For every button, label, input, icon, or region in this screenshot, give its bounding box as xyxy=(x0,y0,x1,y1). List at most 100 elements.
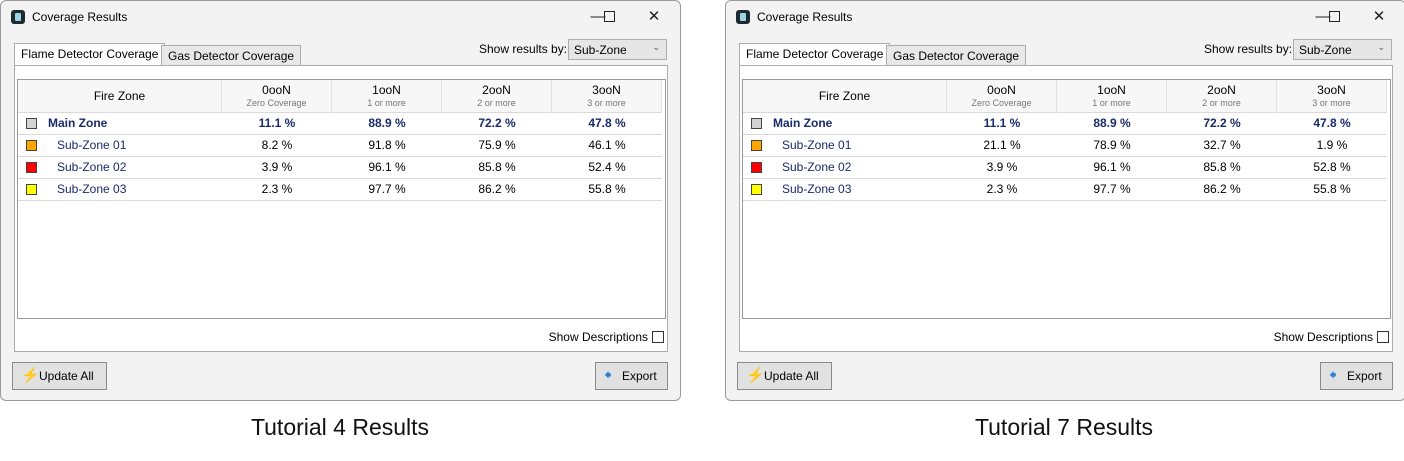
checkbox-box[interactable] xyxy=(1377,331,1389,343)
coverage-value: 47.8 % xyxy=(588,116,626,130)
lightning-icon: ⚡ xyxy=(21,367,40,384)
column-header[interactable]: 2ooN 2 or more xyxy=(1167,80,1277,113)
app-icon xyxy=(11,10,25,24)
sub-zone-row[interactable]: Sub-Zone 02 3.9 % 96.1 % 85.8 % 52.4 % xyxy=(18,157,662,179)
show-results-by-select[interactable]: Sub-Zone ⌄ xyxy=(1293,39,1392,60)
main-zone-row[interactable]: Main Zone 11.1 % 88.9 % 72.2 % 47.8 % xyxy=(18,113,662,135)
show-descriptions-checkbox[interactable]: Show Descriptions xyxy=(549,330,664,344)
coverage-value: 75.9 % xyxy=(478,138,516,152)
zone-name: Sub-Zone 02 xyxy=(782,160,852,174)
table-header: Fire Zone 0ooN Zero Coverage 1ooN 1 or m… xyxy=(18,80,662,113)
coverage-value: 52.4 % xyxy=(588,160,626,174)
sub-zone-row[interactable]: Sub-Zone 01 8.2 % 91.8 % 75.9 % 46.1 % xyxy=(18,135,662,157)
main-zone-row[interactable]: Main Zone 11.1 % 88.9 % 72.2 % 47.8 % xyxy=(743,113,1387,135)
selected-value: Sub-Zone xyxy=(574,43,627,57)
column-header[interactable]: 1ooN 1 or more xyxy=(332,80,442,113)
coverage-table: Fire Zone 0ooN Zero Coverage 1ooN 1 or m… xyxy=(17,79,666,319)
title-bar: Coverage Results — ✕ xyxy=(726,1,1404,33)
figure-caption: Tutorial 7 Results xyxy=(974,414,1154,440)
app-icon xyxy=(736,10,750,24)
update-all-button[interactable]: ⚡ Update All xyxy=(737,362,832,390)
zone-name: Sub-Zone 01 xyxy=(782,138,852,152)
coverage-value: 96.1 % xyxy=(368,160,406,174)
show-results-by-label: Show results by: xyxy=(1204,42,1293,56)
coverage-value: 88.9 % xyxy=(1093,116,1131,130)
zone-name: Sub-Zone 02 xyxy=(57,160,127,174)
export-label: Export xyxy=(1347,369,1382,383)
column-title: 0ooN xyxy=(262,83,291,97)
column-subtitle: Zero Coverage xyxy=(246,98,307,108)
coverage-value: 85.8 % xyxy=(478,160,516,174)
coverage-value: 55.8 % xyxy=(588,182,626,196)
column-subtitle: 2 or more xyxy=(1202,98,1241,108)
column-title: Fire Zone xyxy=(93,89,146,103)
show-results-by-select[interactable]: Sub-Zone ⌄ xyxy=(568,39,667,60)
sub-zone-row[interactable]: Sub-Zone 03 2.3 % 97.7 % 86.2 % 55.8 % xyxy=(18,179,662,201)
coverage-results-window: Coverage Results — ✕ Flame Detector Cove… xyxy=(725,0,1404,401)
zone-color-swatch xyxy=(26,118,37,129)
tab-flame-detector-coverage[interactable]: Flame Detector Coverage xyxy=(739,43,891,66)
column-title: 1ooN xyxy=(1097,83,1126,97)
coverage-value: 52.8 % xyxy=(1313,160,1351,174)
checkbox-box[interactable] xyxy=(652,331,664,343)
close-button[interactable]: ✕ xyxy=(1372,8,1386,25)
lightning-icon: ⚡ xyxy=(746,367,765,384)
export-button[interactable]: 🠸 Export xyxy=(595,362,668,390)
coverage-value: 21.1 % xyxy=(983,138,1021,152)
column-subtitle: Zero Coverage xyxy=(971,98,1032,108)
maximize-button[interactable] xyxy=(597,7,621,27)
zone-name: Sub-Zone 03 xyxy=(57,182,127,196)
chevron-down-icon: ⌄ xyxy=(652,42,660,52)
coverage-value: 8.2 % xyxy=(261,138,293,152)
column-title: 2ooN xyxy=(482,83,511,97)
coverage-value: 72.2 % xyxy=(478,116,516,130)
coverage-value: 55.8 % xyxy=(1313,182,1351,196)
column-subtitle: 3 or more xyxy=(1312,98,1351,108)
column-title: 2ooN xyxy=(1207,83,1236,97)
minimize-button[interactable]: — xyxy=(1315,8,1331,25)
column-title: 0ooN xyxy=(987,83,1016,97)
arrow-left-icon: 🠸 xyxy=(604,367,612,384)
coverage-value: 72.2 % xyxy=(1203,116,1241,130)
sub-zone-row[interactable]: Sub-Zone 03 2.3 % 97.7 % 86.2 % 55.8 % xyxy=(743,179,1387,201)
coverage-results-window: Coverage Results — ✕ Flame Detector Cove… xyxy=(0,0,681,401)
column-subtitle: 1 or more xyxy=(367,98,406,108)
window-title: Coverage Results xyxy=(32,10,128,24)
show-descriptions-label: Show Descriptions xyxy=(548,330,648,344)
sub-zone-row[interactable]: Sub-Zone 02 3.9 % 96.1 % 85.8 % 52.8 % xyxy=(743,157,1387,179)
zone-color-swatch xyxy=(751,184,762,195)
column-title: 3ooN xyxy=(592,83,621,97)
coverage-value: 2.3 % xyxy=(261,182,293,196)
column-header[interactable]: 0ooN Zero Coverage xyxy=(947,80,1057,113)
column-header[interactable]: 3ooN 3 or more xyxy=(1277,80,1387,113)
update-all-button[interactable]: ⚡ Update All xyxy=(12,362,107,390)
sub-zone-row[interactable]: Sub-Zone 01 21.1 % 78.9 % 32.7 % 1.9 % xyxy=(743,135,1387,157)
export-button[interactable]: 🠸 Export xyxy=(1320,362,1393,390)
tab-flame-detector-coverage[interactable]: Flame Detector Coverage xyxy=(14,43,166,66)
column-header[interactable]: 1ooN 1 or more xyxy=(1057,80,1167,113)
column-header[interactable]: 3ooN 3 or more xyxy=(552,80,662,113)
update-all-label: Update All xyxy=(39,369,94,383)
column-header[interactable]: Fire Zone xyxy=(18,80,222,113)
table-header: Fire Zone 0ooN Zero Coverage 1ooN 1 or m… xyxy=(743,80,1387,113)
tab-panel: Fire Zone 0ooN Zero Coverage 1ooN 1 or m… xyxy=(14,65,668,352)
column-header[interactable]: 2ooN 2 or more xyxy=(442,80,552,113)
zone-color-swatch xyxy=(751,118,762,129)
minimize-button[interactable]: — xyxy=(590,8,606,25)
coverage-value: 1.9 % xyxy=(1316,138,1348,152)
arrow-left-icon: 🠸 xyxy=(1329,367,1337,384)
column-title: 3ooN xyxy=(1317,83,1346,97)
show-descriptions-checkbox[interactable]: Show Descriptions xyxy=(1274,330,1389,344)
tab-gas-detector-coverage[interactable]: Gas Detector Coverage xyxy=(161,45,302,66)
maximize-button[interactable] xyxy=(1322,7,1346,27)
column-header[interactable]: 0ooN Zero Coverage xyxy=(222,80,332,113)
zone-name: Sub-Zone 03 xyxy=(782,182,852,196)
coverage-value: 86.2 % xyxy=(478,182,516,196)
column-header[interactable]: Fire Zone xyxy=(743,80,947,113)
close-button[interactable]: ✕ xyxy=(647,8,661,25)
coverage-value: 3.9 % xyxy=(261,160,293,174)
tab-gas-detector-coverage[interactable]: Gas Detector Coverage xyxy=(886,45,1027,66)
coverage-value: 46.1 % xyxy=(588,138,626,152)
zone-name: Main Zone xyxy=(48,116,108,130)
column-subtitle: 3 or more xyxy=(587,98,626,108)
